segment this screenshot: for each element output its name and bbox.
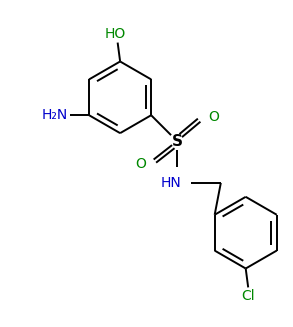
Text: HN: HN xyxy=(161,176,181,190)
Text: S: S xyxy=(171,134,183,148)
Text: O: O xyxy=(135,158,146,171)
Text: HO: HO xyxy=(105,27,126,41)
Text: Cl: Cl xyxy=(241,289,255,303)
Text: H₂N: H₂N xyxy=(42,108,68,122)
Text: O: O xyxy=(208,110,219,124)
